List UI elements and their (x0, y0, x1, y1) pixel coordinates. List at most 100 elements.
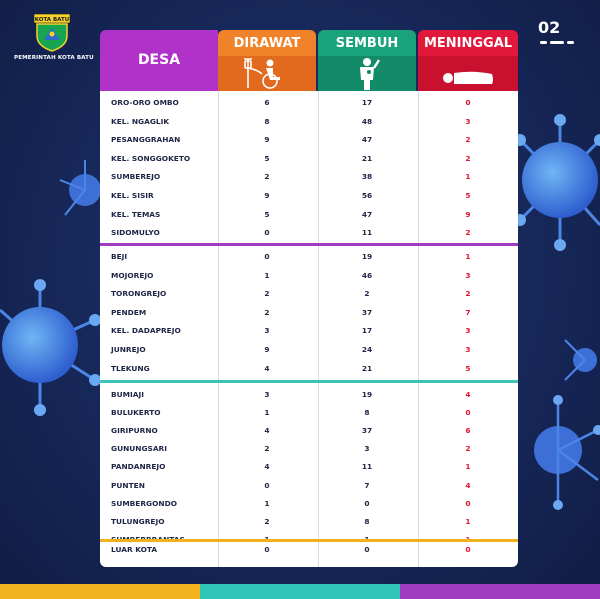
sembuh-value: 47 (361, 135, 373, 145)
header-desa: DESA (100, 30, 218, 91)
table-row: SIDOMULYO 0 11 2 (100, 224, 518, 241)
desa-name: BEJI (111, 252, 128, 261)
dirawat-value: 9 (264, 345, 270, 354)
sembuh-value: 21 (361, 363, 373, 373)
sembuh-value: 48 (361, 116, 373, 126)
table-row: PESANGGRAHAN 9 47 2 (100, 131, 518, 148)
meninggal-value: 0 (465, 408, 471, 418)
table-row: TULUNGREJO 2 8 1 (100, 513, 518, 530)
meninggal-value: 2 (465, 153, 471, 163)
desa-name: KEL. DADAPREJO (111, 326, 181, 336)
dirawat-value: 0 (264, 228, 270, 238)
sembuh-value: 0 (364, 545, 370, 554)
table-row: GUNUNGSARI 2 3 2 (100, 440, 518, 457)
meninggal-value: 3 (465, 116, 471, 126)
desa-name: KEL. TEMAS (111, 209, 161, 219)
desa-name: KEL. SONGGOKETO (111, 153, 191, 163)
meninggal-value: 5 (465, 191, 471, 200)
dirawat-value: 2 (264, 172, 270, 182)
table-row: KEL. SISIR 9 56 5 (100, 187, 518, 204)
dirawat-value: 1 (264, 408, 270, 418)
virus-illustration-mid-right (564, 339, 597, 381)
table-row: KEL. DADAPREJO 3 17 3 (100, 322, 518, 339)
desa-name: SUMBEREJO (111, 172, 161, 182)
desa-name: TLEKUNG (111, 363, 150, 373)
sembuh-value: 56 (361, 191, 373, 200)
desa-name: LUAR KOTA (111, 545, 158, 554)
desa-name: PUNTEN (111, 480, 145, 490)
meninggal-value: 7 (465, 307, 471, 317)
table-row: MOJOREJO 1 46 3 (100, 267, 518, 284)
meninggal-value: 9 (465, 209, 471, 219)
desa-name: PESANGGRAHAN (111, 135, 181, 145)
desa-name: TORONGREJO (111, 289, 167, 299)
meninggal-value: 1 (465, 172, 471, 182)
deceased-covered-body-icon (443, 71, 493, 84)
sembuh-value: 19 (361, 252, 373, 261)
dirawat-value: 0 (264, 252, 270, 261)
sembuh-value: 46 (361, 270, 373, 280)
meninggal-value: 0 (465, 98, 471, 107)
desa-name: SIDOMULYO (111, 228, 160, 238)
recovered-person-icon (360, 58, 381, 90)
sembuh-value: 3 (364, 444, 370, 454)
dirawat-value: 3 (264, 390, 270, 399)
desa-name: TULUNGREJO (111, 516, 165, 526)
table-row: BEJI 0 19 1 (100, 248, 518, 265)
table-row: GIRIPURNO 4 37 6 (100, 422, 518, 439)
sembuh-value: 8 (364, 408, 370, 418)
desa-name: PANDANREJO (111, 462, 166, 472)
table-row: ORO-ORO OMBO 6 17 0 (100, 94, 518, 111)
table-row: PANDANREJO 4 11 1 (100, 458, 518, 475)
meninggal-value: 4 (465, 480, 471, 490)
table-row: PUNTEN 0 7 4 (100, 477, 518, 494)
dirawat-value: 1 (264, 498, 270, 508)
sembuh-value: 21 (361, 153, 373, 163)
group-separator (100, 539, 518, 542)
table-row: BULUKERTO 1 8 0 (100, 404, 518, 421)
dirawat-value: 2 (264, 516, 270, 526)
sembuh-value: 17 (361, 326, 373, 336)
desa-name: BUMIAJI (111, 390, 144, 399)
header-sembuh-label: SEMBUH (318, 30, 416, 56)
desa-name: GIRIPURNO (111, 426, 158, 436)
dirawat-value: 8 (264, 116, 270, 126)
dirawat-value: 9 (264, 135, 270, 145)
header-desa-label: DESA (137, 52, 181, 68)
desa-name: KEL. SISIR (111, 191, 154, 200)
header-dirawat: DIRAWAT (218, 30, 316, 91)
group-separator (100, 243, 518, 246)
desa-name: ORO-ORO OMBO (111, 98, 179, 107)
wheelchair-patient-icon (244, 58, 280, 89)
header-sembuh: SEMBUH (318, 30, 416, 91)
dirawat-value: 3 (264, 326, 270, 336)
bottom-color-bar (0, 584, 600, 599)
dirawat-value: 5 (264, 153, 270, 163)
desa-name: BULUKERTO (111, 408, 161, 418)
case-table: ORO-ORO OMBO 6 17 0 KEL. NGAGLIK 8 48 3 PESANGGR… (100, 91, 518, 567)
dirawat-value: 1 (264, 270, 270, 280)
meninggal-value: 3 (465, 326, 471, 336)
dirawat-value: 4 (264, 363, 270, 373)
meninggal-value: 4 (465, 390, 471, 399)
dirawat-value: 4 (264, 426, 270, 436)
table-row: KEL. TEMAS 5 47 9 (100, 206, 518, 223)
meninggal-value: 1 (465, 252, 471, 261)
header-meninggal: MENINGGAL (418, 30, 518, 91)
sembuh-value: 11 (361, 228, 373, 238)
table-row: SUMBEREJO 2 38 1 (100, 168, 518, 185)
sembuh-value: 24 (361, 345, 373, 354)
meninggal-value: 3 (465, 270, 471, 280)
sembuh-value: 37 (361, 307, 373, 317)
logo-badge-text: KOTA BATU (35, 17, 69, 23)
table-row: PENDEM 2 37 7 (100, 304, 518, 321)
meninggal-value: 0 (465, 545, 471, 554)
header-meninggal-label: MENINGGAL (418, 30, 518, 56)
table-row: TORONGREJO 2 2 2 (100, 285, 518, 302)
meninggal-value: 1 (465, 516, 471, 526)
sembuh-value: 37 (361, 426, 373, 436)
virus-illustration-small-left (59, 160, 101, 216)
sembuh-value: 19 (361, 390, 373, 399)
table-row: SUMBERGONDO 1 0 0 (100, 495, 518, 512)
desa-name: KEL. NGAGLIK (111, 116, 170, 126)
